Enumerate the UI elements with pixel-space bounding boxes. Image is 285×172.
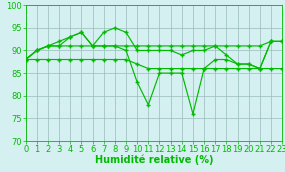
X-axis label: Humidité relative (%): Humidité relative (%) xyxy=(95,155,213,165)
